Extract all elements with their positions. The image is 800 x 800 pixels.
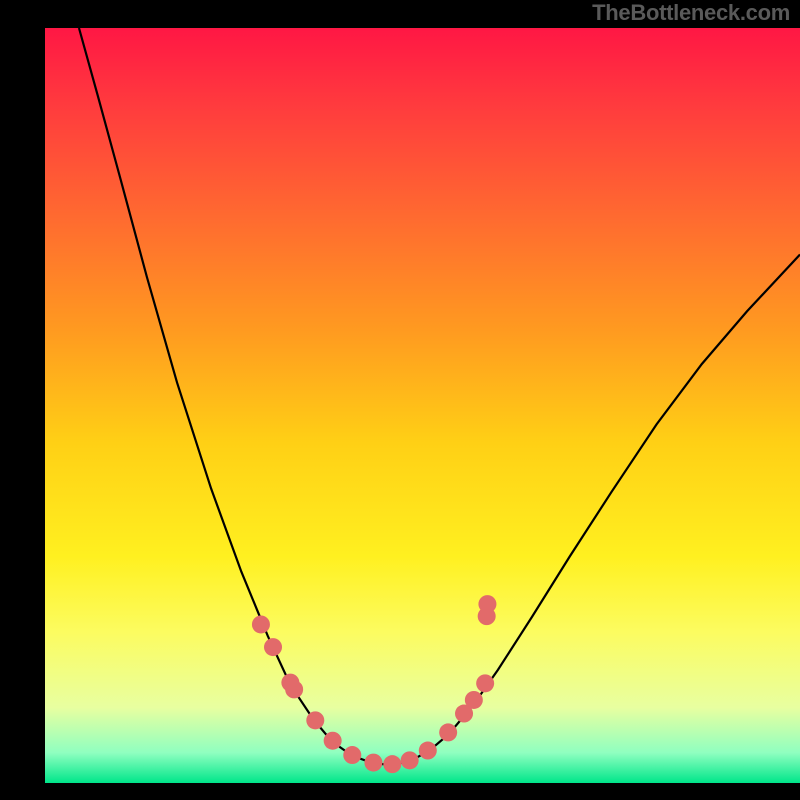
chart-frame: TheBottleneck.com [0,0,800,800]
watermark-text: TheBottleneck.com [592,0,790,26]
data-marker [285,680,303,698]
data-marker [419,742,437,760]
data-marker [401,751,419,769]
data-marker [383,755,401,773]
marker-group [252,595,497,773]
data-marker [364,754,382,772]
data-marker [478,595,496,613]
chart-svg [45,28,800,783]
main-curve-line [79,28,800,765]
data-marker [306,711,324,729]
data-marker [252,615,270,633]
data-marker [476,674,494,692]
data-marker [324,732,342,750]
data-marker [264,638,282,656]
data-marker [439,723,457,741]
data-marker [343,746,361,764]
data-marker [465,691,483,709]
plot-area [45,28,800,783]
